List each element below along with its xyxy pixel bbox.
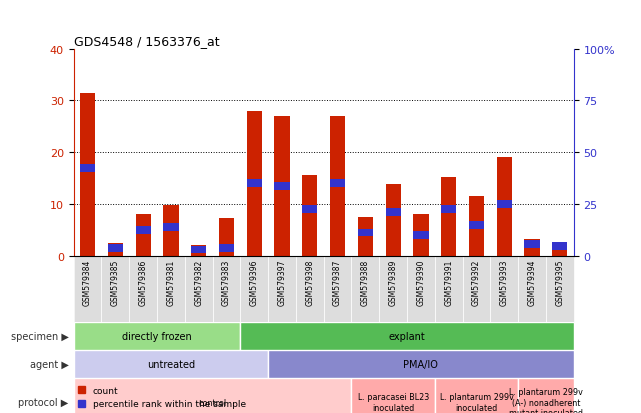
Text: specimen ▶: specimen ▶: [11, 331, 69, 341]
Bar: [379, 256, 407, 322]
Bar: [469, 197, 484, 256]
Text: GSM579397: GSM579397: [278, 259, 287, 306]
Bar: [518, 378, 574, 413]
Bar: [524, 240, 540, 256]
Text: GSM579384: GSM579384: [83, 259, 92, 306]
Bar: [552, 243, 567, 251]
Bar: [351, 256, 379, 322]
Bar: [185, 256, 213, 322]
Bar: [101, 256, 129, 322]
Bar: [302, 176, 317, 256]
Bar: [296, 256, 324, 322]
Bar: [469, 221, 484, 229]
Bar: [497, 201, 512, 208]
Bar: [358, 229, 373, 237]
Legend: count, percentile rank within the sample: count, percentile rank within the sample: [78, 386, 246, 408]
Bar: [385, 185, 401, 256]
Bar: [524, 241, 540, 249]
Bar: [302, 206, 317, 214]
Text: L. paracasei BL23
inoculated: L. paracasei BL23 inoculated: [358, 392, 429, 412]
Bar: [435, 378, 518, 413]
Bar: [191, 246, 206, 254]
Bar: [240, 256, 268, 322]
Text: GSM579385: GSM579385: [111, 259, 120, 306]
Bar: [330, 116, 345, 256]
Bar: [435, 256, 463, 322]
Text: GSM579392: GSM579392: [472, 259, 481, 306]
Text: control: control: [199, 398, 227, 406]
Text: directly frozen: directly frozen: [122, 331, 192, 341]
Bar: [358, 217, 373, 256]
Bar: [413, 215, 429, 256]
Text: agent ▶: agent ▶: [30, 359, 69, 369]
Bar: [463, 256, 490, 322]
Bar: [552, 243, 567, 256]
Text: PMA/IO: PMA/IO: [403, 359, 438, 369]
Bar: [74, 256, 101, 322]
Text: GSM579389: GSM579389: [388, 259, 397, 306]
Bar: [135, 215, 151, 256]
Text: L. plantarum 299v
(A-) nonadherent
mutant inoculated: L. plantarum 299v (A-) nonadherent mutan…: [509, 387, 583, 413]
Text: GSM579388: GSM579388: [361, 259, 370, 306]
Bar: [441, 206, 456, 214]
Bar: [108, 244, 123, 252]
Bar: [74, 350, 268, 378]
Bar: [385, 208, 401, 216]
Bar: [441, 178, 456, 256]
Text: GSM579382: GSM579382: [194, 259, 203, 306]
Text: GSM579390: GSM579390: [417, 259, 426, 306]
Bar: [247, 112, 262, 256]
Bar: [324, 256, 351, 322]
Bar: [191, 246, 206, 256]
Bar: [157, 256, 185, 322]
Text: GSM579386: GSM579386: [138, 259, 147, 306]
Bar: [351, 378, 435, 413]
Text: GSM579395: GSM579395: [555, 259, 564, 306]
Text: GSM579398: GSM579398: [305, 259, 314, 306]
Text: GDS4548 / 1563376_at: GDS4548 / 1563376_at: [74, 35, 219, 47]
Text: GSM579387: GSM579387: [333, 259, 342, 306]
Bar: [74, 378, 351, 413]
Text: GSM579391: GSM579391: [444, 259, 453, 306]
Text: GSM579394: GSM579394: [528, 259, 537, 306]
Bar: [80, 164, 96, 172]
Bar: [163, 205, 179, 256]
Text: untreated: untreated: [147, 359, 195, 369]
Text: GSM579393: GSM579393: [500, 259, 509, 306]
Text: GSM579396: GSM579396: [250, 259, 259, 306]
Bar: [163, 224, 179, 232]
Bar: [274, 183, 290, 190]
Bar: [497, 158, 512, 256]
Text: GSM579383: GSM579383: [222, 259, 231, 306]
Bar: [268, 256, 296, 322]
Bar: [330, 180, 345, 188]
Text: L. plantarum 299v
inoculated: L. plantarum 299v inoculated: [440, 392, 513, 412]
Bar: [80, 93, 96, 256]
Bar: [274, 116, 290, 256]
Bar: [490, 256, 518, 322]
Text: protocol ▶: protocol ▶: [19, 397, 69, 407]
Text: explant: explant: [388, 331, 426, 341]
Bar: [518, 256, 546, 322]
Bar: [546, 256, 574, 322]
Bar: [213, 256, 240, 322]
Text: GSM579381: GSM579381: [167, 259, 176, 306]
Bar: [247, 180, 262, 188]
Bar: [129, 256, 157, 322]
Bar: [219, 244, 234, 252]
Bar: [407, 256, 435, 322]
Bar: [219, 219, 234, 256]
Bar: [240, 322, 574, 350]
Bar: [74, 322, 240, 350]
Bar: [135, 226, 151, 234]
Bar: [108, 243, 123, 256]
Bar: [268, 350, 574, 378]
Bar: [413, 232, 429, 239]
